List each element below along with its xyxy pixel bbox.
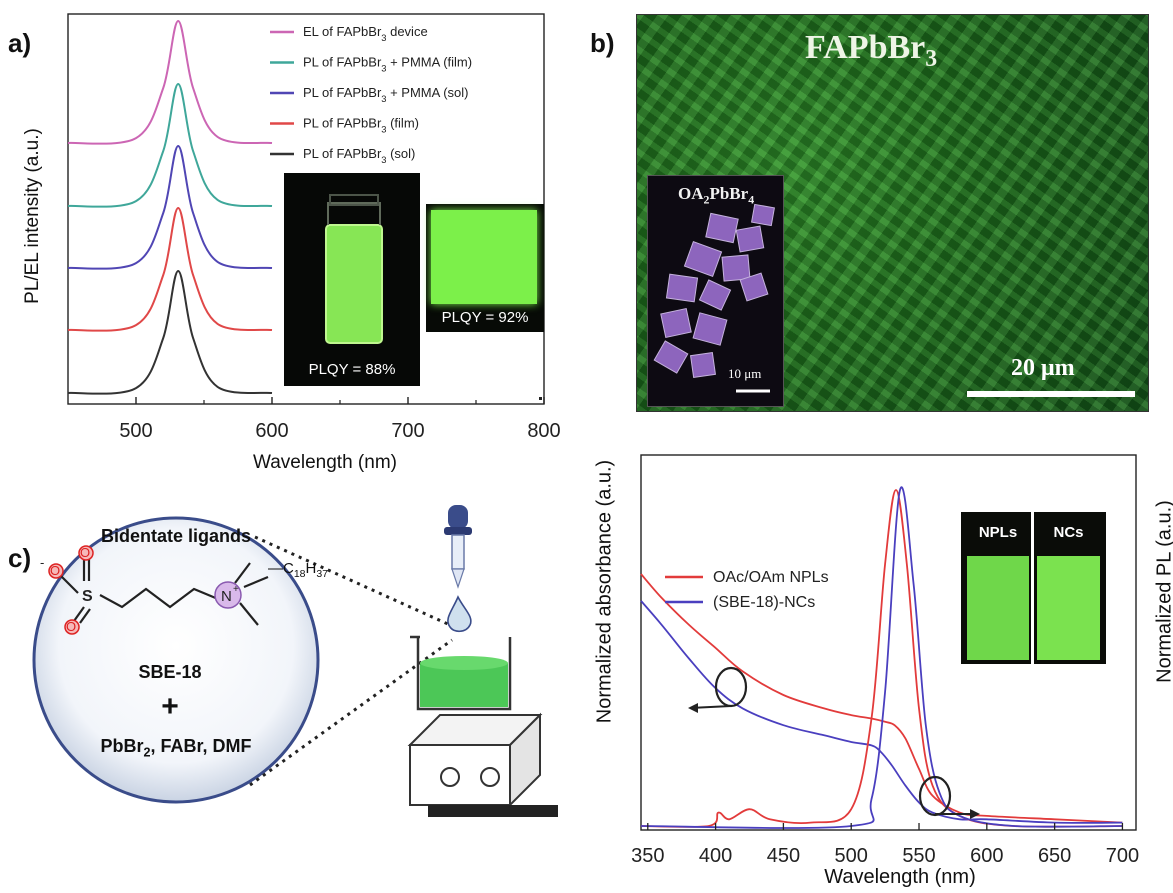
svg-text:O: O xyxy=(50,563,60,578)
panel-a-legend-label-0: EL of FAPbBr3 device xyxy=(303,24,428,43)
panel-c-tick-label-650: 650 xyxy=(1038,845,1071,867)
panel-label-a: a) xyxy=(8,28,32,58)
connector-top xyxy=(254,535,451,627)
svg-text:N: N xyxy=(221,588,232,605)
sem-title: FAPbBr3 xyxy=(805,29,937,73)
panel-a-tick-label-700: 700 xyxy=(391,420,424,442)
panel-a-chart: 500 600 700 800 EL of FAPbBr3 device PL of F… xyxy=(67,13,561,442)
panel-c-tick-label-350: 350 xyxy=(631,845,664,867)
panel-a-legend-label-1: PL of FAPbBr3 + PMMA (film) xyxy=(303,55,472,74)
panel-a-curves xyxy=(67,19,273,395)
inset-scale-label: 10 μm xyxy=(728,366,762,381)
inset-title: OA2PbBr4 xyxy=(678,184,755,207)
panel-a-tick-label-800: 800 xyxy=(527,420,560,442)
panel-c-tick-label-550: 550 xyxy=(902,845,935,867)
panel-c-legend: OAc/OAm NPLs (SBE-18)-NCs xyxy=(665,569,829,611)
panel-a-legend: EL of FAPbBr3 device PL of FAPbBr3 + PMMA… xyxy=(270,24,472,165)
panel-a-vial-photo: PLQY = 88% xyxy=(284,173,420,386)
vial-glow-graphic xyxy=(325,194,383,344)
panel-a-curve-2 xyxy=(67,144,273,270)
panel-c-legend-label-0: OAc/OAm NPLs xyxy=(713,569,829,586)
sbe18-molecule xyxy=(59,559,269,626)
nitrogen-atom xyxy=(214,581,242,609)
panel-a-plot-frame xyxy=(67,13,545,405)
molecule-name: SBE-18 xyxy=(138,662,202,682)
panel-c-ticks: 350 400 450 500 550 600 650 700 xyxy=(631,823,1139,867)
dropper-icon xyxy=(444,505,472,589)
panel-a-marker-dot xyxy=(539,397,542,400)
stirrer-plate-icon xyxy=(407,712,558,817)
pl-indicator-circle xyxy=(918,775,952,817)
sem-scale-label: 20 μm xyxy=(1011,355,1075,381)
panel-c-legend-label-1: (SBE-18)-NCs xyxy=(713,594,815,611)
panel-c-tick-label-450: 450 xyxy=(767,845,800,867)
panel-c-curve-3 xyxy=(640,486,1123,829)
panel-label-b: b) xyxy=(590,28,615,58)
alkyl-chain-label: —C18H37 xyxy=(268,560,329,580)
panel-c-curve-2 xyxy=(640,489,1123,828)
abs-arrowhead xyxy=(688,703,698,713)
synthesis-apparatus xyxy=(410,505,512,711)
photo-divider xyxy=(1031,512,1034,664)
svg-text:+: + xyxy=(233,584,239,595)
inset-crystals-graphic xyxy=(653,203,775,393)
panel-a-film-photo: PLQY = 92% xyxy=(426,204,544,332)
panel-c-vials-photo: NPLs NCs xyxy=(961,512,1106,664)
panel-a-curve-3 xyxy=(67,206,273,332)
panel-a-tick-label-600: 600 xyxy=(255,420,288,442)
panel-a-x-axis-label: Wavelength (nm) xyxy=(253,452,397,473)
panel-a-ticks: 500 600 700 800 xyxy=(119,397,561,442)
oxygen-atom-2 xyxy=(78,545,94,561)
pl-arrowhead xyxy=(970,809,980,819)
panel-c-tick-label-600: 600 xyxy=(970,845,1003,867)
panel-a-curve-4 xyxy=(67,269,273,395)
panel-c-tick-label-500: 500 xyxy=(835,845,868,867)
panel-c-x-axis-label: Wavelength (nm) xyxy=(824,866,976,888)
panel-a-legend-label-3: PL of FAPbBr3 (film) xyxy=(303,116,419,135)
panel-a-curve-0 xyxy=(67,19,273,145)
panel-c-tick-label-400: 400 xyxy=(699,845,732,867)
panel-b-sem-image: FAPbBr3 OA2PbBr4 10 μm 20 μm xyxy=(636,14,1149,412)
oxygen-atom-1 xyxy=(48,563,64,579)
droplet-icon xyxy=(447,595,472,633)
panel-c-scheme: - O O O S N + xyxy=(32,516,453,804)
svg-text:O: O xyxy=(80,545,90,560)
nc-label: NCs xyxy=(1053,524,1084,541)
sem-title-text: FAPbBr3 xyxy=(805,29,938,72)
panel-c-plot-frame xyxy=(640,454,1137,831)
ligand-circle xyxy=(32,516,320,804)
oxygen-atom-3 xyxy=(64,619,80,635)
beaker-icon xyxy=(410,635,512,711)
plus-sign: + xyxy=(161,690,179,723)
sem-scale-bar xyxy=(967,391,1135,397)
circle-title: Bidentate ligands xyxy=(100,526,252,546)
reagents-label: PbBr2, FABr, DMF xyxy=(100,736,252,760)
film-plqy-caption: PLQY = 92% xyxy=(441,309,529,326)
svg-text:O: O xyxy=(66,619,76,634)
panel-a-curve-1 xyxy=(67,82,273,208)
svg-text:-: - xyxy=(40,555,44,570)
panel-a-legend-label-2: PL of FAPbBr3 + PMMA (sol) xyxy=(303,85,468,104)
vial-plqy-caption: PLQY = 88% xyxy=(308,361,396,378)
svg-text:S: S xyxy=(82,588,93,605)
panel-a-legend-label-4: PL of FAPbBr3 (sol) xyxy=(303,146,415,165)
panel-c-tick-label-700: 700 xyxy=(1106,845,1139,867)
panel-label-c: c) xyxy=(8,543,32,573)
npl-label: NPLs xyxy=(978,524,1018,541)
connector-bottom xyxy=(249,638,453,787)
film-glow xyxy=(431,210,537,304)
nc-vial-glow xyxy=(1037,556,1100,660)
sem-inset: OA2PbBr4 10 μm xyxy=(647,175,784,407)
npl-vial-glow xyxy=(967,556,1029,660)
panel-a-tick-label-500: 500 xyxy=(119,420,152,442)
